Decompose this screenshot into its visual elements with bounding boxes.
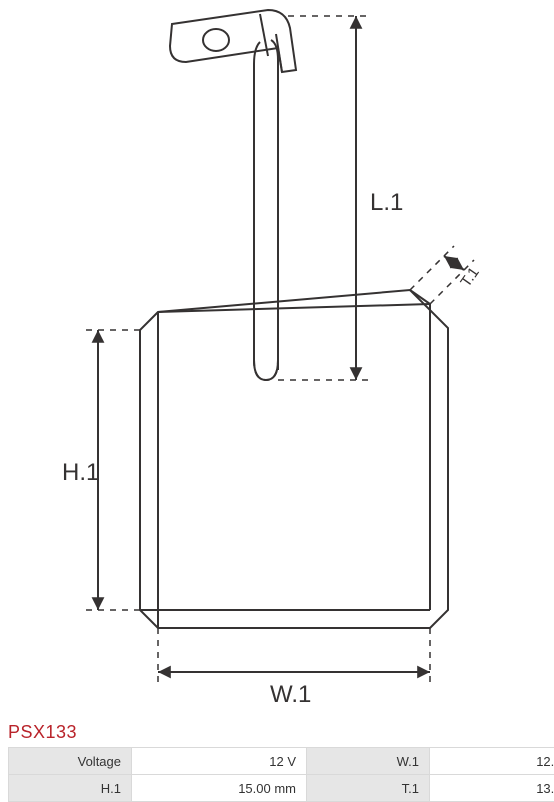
spec-value: 15.00 mm xyxy=(132,775,307,802)
spec-value: 13.90 mm xyxy=(430,775,554,802)
spec-table: Voltage 12 V W.1 12.00 mm H.1 15.00 mm T… xyxy=(8,747,554,802)
spec-label: Voltage xyxy=(9,748,132,775)
table-row: H.1 15.00 mm T.1 13.90 mm xyxy=(9,775,554,802)
spec-value: 12.00 mm xyxy=(430,748,554,775)
spec-label: H.1 xyxy=(9,775,132,802)
dim-label-L: L.1 xyxy=(370,189,403,216)
dim-label-W: W.1 xyxy=(270,681,311,708)
table-row: Voltage 12 V W.1 12.00 mm xyxy=(9,748,554,775)
spec-label: T.1 xyxy=(307,775,430,802)
dim-label-H: H.1 xyxy=(62,459,99,486)
spec-value: 12 V xyxy=(132,748,307,775)
part-number: PSX133 xyxy=(0,720,554,747)
spec-label: W.1 xyxy=(307,748,430,775)
technical-diagram: L.1 H.1 W.1 T.1 xyxy=(0,0,554,720)
